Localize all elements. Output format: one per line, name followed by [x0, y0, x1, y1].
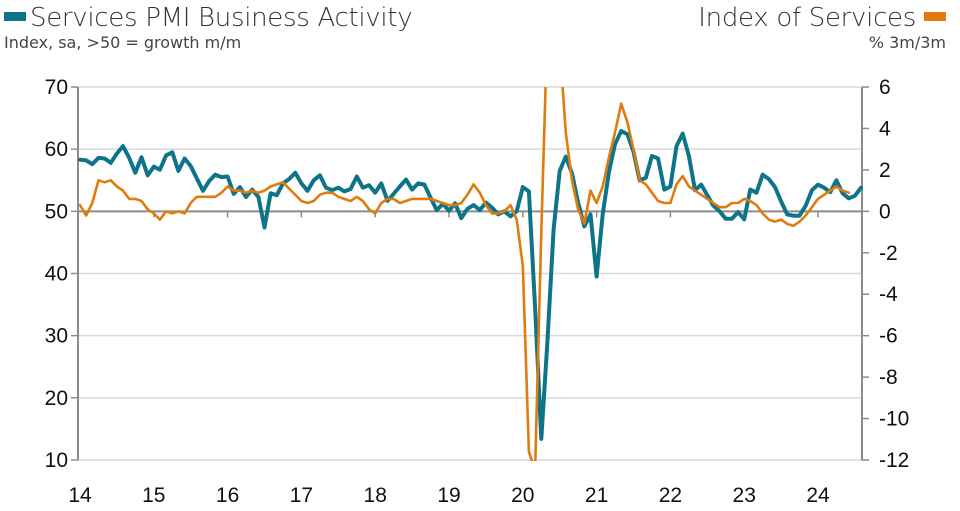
x-tick-label: 21 — [585, 484, 608, 507]
left-axis-subtitle: Index, sa, >50 = growth m/m — [4, 33, 242, 52]
right-tick-label: -12 — [879, 449, 909, 472]
left-tick-label: 30 — [45, 325, 68, 348]
x-tick-label: 17 — [290, 484, 313, 507]
axes — [71, 86, 869, 461]
series-lines — [78, 87, 863, 461]
left-tick-label: 40 — [45, 263, 68, 286]
legend-ios-title: Index of Services — [698, 3, 946, 33]
right-tick-label: -8 — [879, 366, 898, 389]
pmi-series-label: Services PMI Business Activity — [30, 3, 413, 33]
right-tick-label: 2 — [879, 159, 891, 182]
x-tick-label: 19 — [437, 484, 460, 507]
pmi-series-line — [78, 129, 863, 441]
left-tick-label: 70 — [45, 76, 68, 99]
ios-series-label: Index of Services — [698, 3, 916, 33]
left-tick-label: 10 — [45, 449, 68, 472]
pmi-swatch-icon — [4, 12, 26, 21]
right-tick-label: -10 — [879, 408, 909, 431]
x-tick-label: 24 — [806, 484, 830, 507]
legend-left: Services PMI Business Activity Index, sa… — [4, 3, 413, 53]
left-tick-label: 50 — [45, 200, 68, 223]
x-tick-label: 14 — [68, 484, 92, 507]
right-tick-label: 6 — [879, 76, 891, 99]
x-tick-label: 23 — [733, 484, 756, 507]
ios-series-line — [78, 87, 851, 461]
right-tick-label: -2 — [879, 242, 898, 265]
left-tick-label: 60 — [45, 138, 68, 161]
right-tick-label: -6 — [879, 325, 898, 348]
x-tick-label: 16 — [216, 484, 239, 507]
x-tick-label: 18 — [364, 484, 387, 507]
x-tick-label: 15 — [142, 484, 165, 507]
right-tick-label: 0 — [879, 200, 891, 223]
gridlines — [78, 86, 862, 461]
left-tick-label: 20 — [45, 387, 68, 410]
right-axis-subtitle: % 3m/3m — [868, 33, 946, 52]
x-tick-label: 20 — [511, 484, 534, 507]
legend-right: Index of Services % 3m/3m — [698, 3, 946, 53]
ios-swatch-icon — [924, 12, 946, 21]
right-tick-label: 4 — [879, 117, 891, 140]
legend-pmi-title: Services PMI Business Activity — [4, 3, 413, 33]
right-tick-label: -4 — [879, 283, 898, 306]
x-tick-label: 22 — [659, 484, 682, 507]
